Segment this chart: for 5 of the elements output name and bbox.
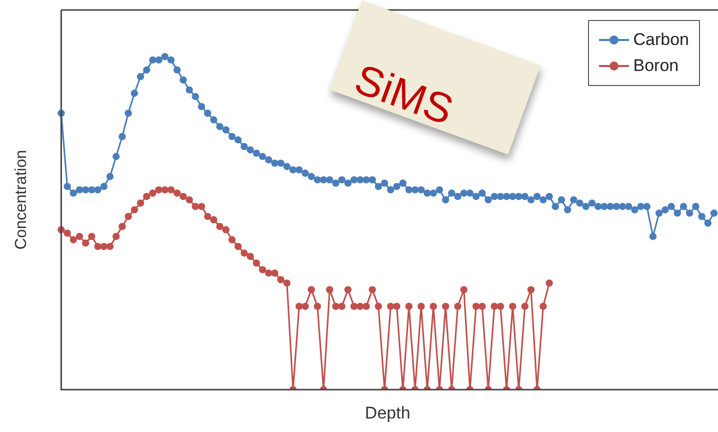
y-axis-title: Concentration bbox=[13, 150, 30, 250]
x-axis-title: Depth bbox=[364, 403, 410, 422]
annotation: SiMS bbox=[348, 55, 460, 134]
legend-label: Carbon bbox=[633, 30, 689, 50]
legend-label: Boron bbox=[633, 56, 679, 76]
